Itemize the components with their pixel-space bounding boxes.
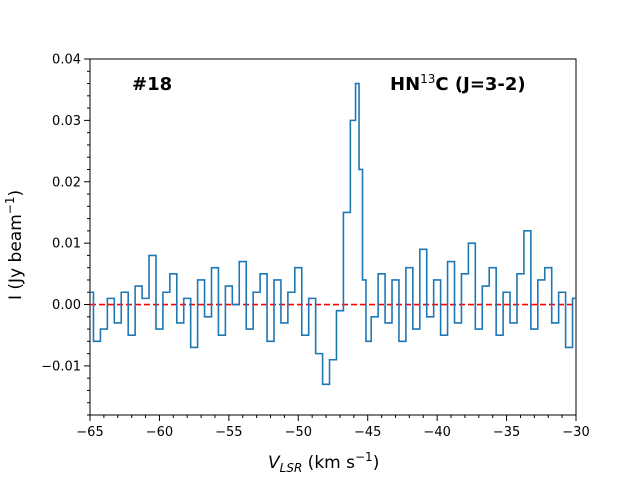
x-tick-label: −50 (285, 425, 312, 440)
y-axis-label-close: ) (6, 190, 26, 197)
molecule-suffix: C (J=3-2) (435, 74, 525, 95)
tick-group: −65 −60 −55 −50 −45 −40 −35 −30 −0.01 0.00 0.01 0.0… (41, 53, 590, 441)
x-axis-label-close: ) (373, 453, 380, 473)
x-tick-label: −45 (354, 425, 381, 440)
y-axis-label-exp: −1 (3, 197, 17, 215)
x-axis-label-exp: −1 (355, 450, 373, 464)
y-tick-label: 0.02 (52, 175, 81, 190)
x-tick-label: −60 (146, 425, 173, 440)
y-axis-label-main: I (Jy beam (6, 214, 26, 300)
x-tick-label: −40 (423, 425, 450, 440)
y-tick-label: 0.00 (52, 298, 81, 313)
y-tick-label: 0.04 (52, 53, 81, 68)
y-tick-label: 0.03 (52, 114, 81, 129)
source-number-label: #18 (132, 74, 172, 95)
x-tick-label: −65 (76, 425, 103, 440)
plot-frame (89, 58, 577, 416)
y-axis-label: I (Jy beam−1) (3, 190, 26, 300)
x-tick-label: −35 (493, 425, 520, 440)
x-tick-label: −30 (562, 425, 589, 440)
x-tick-label: −55 (215, 425, 242, 440)
x-axis-label-sub: LSR (280, 461, 303, 475)
molecule-prefix: HN (390, 74, 420, 95)
spectrum-line (90, 82, 576, 386)
line-transition-label: HN13C (J=3-2) (390, 72, 526, 95)
y-tick-label: −0.01 (41, 359, 81, 374)
x-axis-label: VLSR (km s−1) (268, 450, 379, 475)
x-axis-label-var: V (268, 453, 281, 473)
isotope-superscript: 13 (420, 72, 435, 86)
x-axis-label-unit: (km s (302, 453, 355, 473)
y-tick-label: 0.01 (52, 237, 81, 252)
